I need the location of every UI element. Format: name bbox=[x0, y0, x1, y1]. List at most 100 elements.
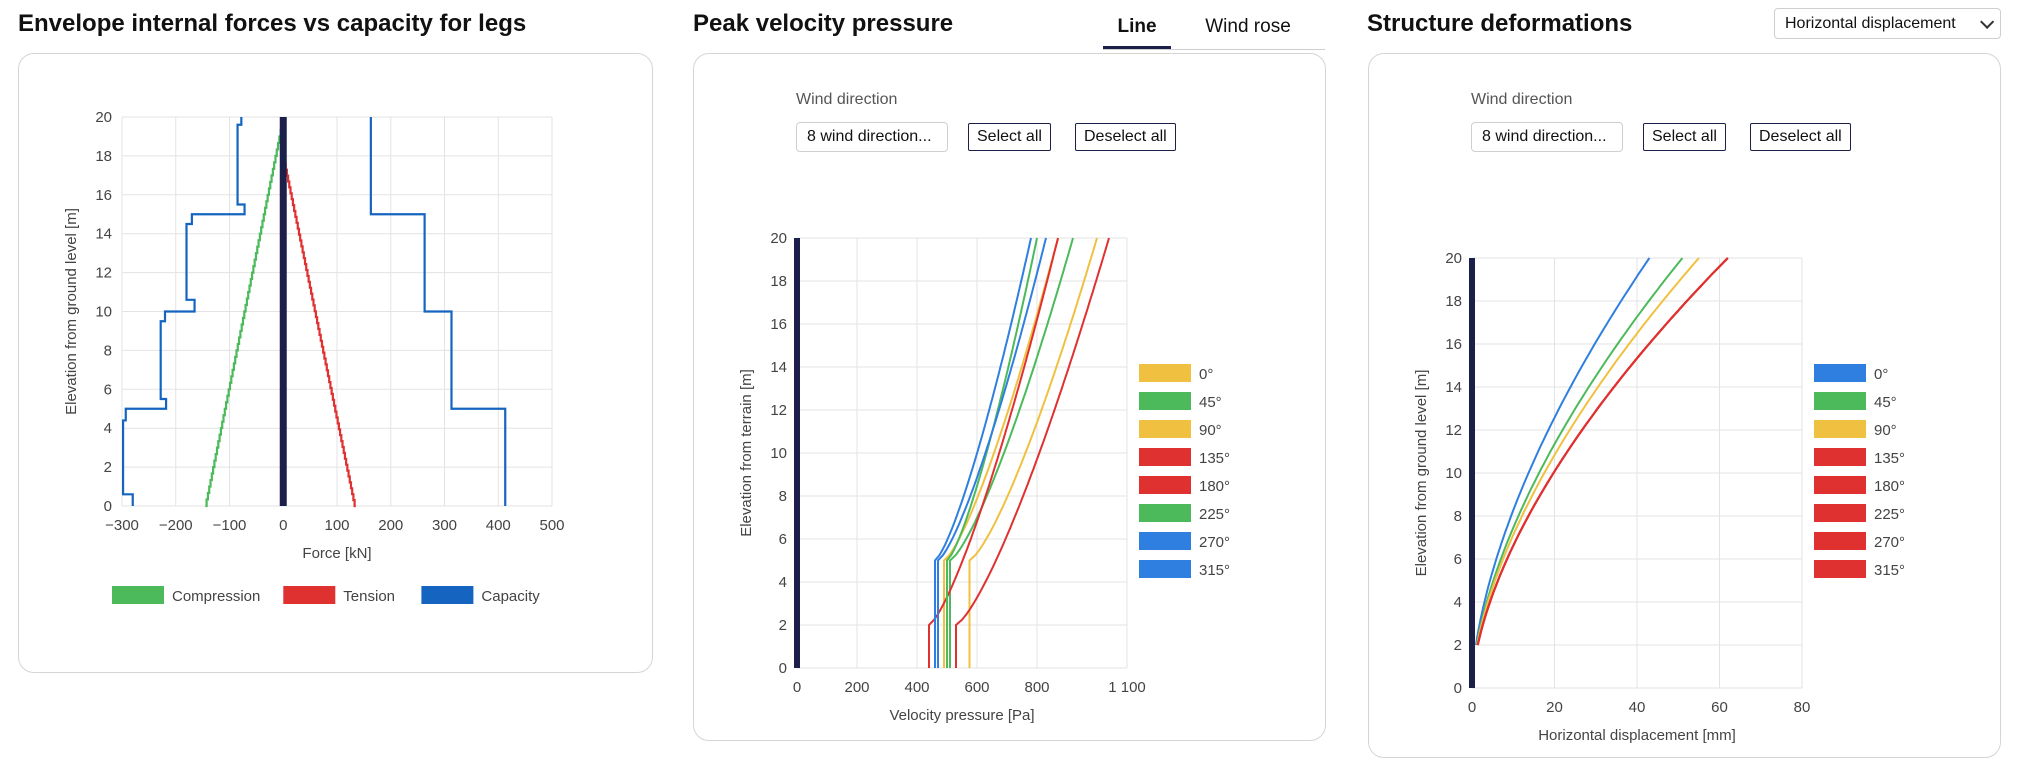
series-line-225deg bbox=[946, 237, 1038, 668]
tab-line[interactable]: Line bbox=[1103, 6, 1171, 49]
legend-swatch bbox=[421, 586, 474, 604]
legend-label: 225° bbox=[1199, 506, 1230, 523]
forces-chart-card: 0 2 4 6 8 10 12 14 16 18 20 −300 −200 −100 0 100 200 300 4… bbox=[18, 53, 653, 673]
deform-chart-card: Wind direction 8 wind direction... Selec… bbox=[1368, 53, 2001, 758]
y-tick-label: 8 bbox=[1454, 508, 1462, 525]
series-line-270deg bbox=[1476, 257, 1729, 646]
legend-swatch bbox=[1814, 532, 1866, 550]
y-tick-label: 18 bbox=[770, 273, 787, 290]
deselect-all-button[interactable]: Deselect all bbox=[1075, 123, 1176, 151]
x-tick-label: −300 bbox=[105, 517, 139, 534]
y-tick-label: 12 bbox=[1445, 422, 1462, 439]
y-tick-label: 14 bbox=[770, 359, 787, 376]
x-tick-label: 500 bbox=[539, 517, 564, 534]
series-line-tension bbox=[282, 152, 356, 508]
legend-label: 90° bbox=[1199, 422, 1222, 439]
result-type-dropdown[interactable]: Horizontal displacement bbox=[1774, 8, 2001, 39]
x-axis-title: Force [kN] bbox=[302, 545, 371, 562]
series-line-225deg bbox=[1476, 257, 1729, 646]
y-tick-label: 18 bbox=[95, 148, 112, 165]
y-tick-label: 10 bbox=[770, 445, 787, 462]
deformation-chart: 0 2 4 6 8 10 12 14 16 18 20 0 20 40 60 80 Horizontal dis… bbox=[1413, 250, 1905, 744]
forces-chart: 0 2 4 6 8 10 12 14 16 18 20 −300 −200 −100 0 100 200 300 4… bbox=[63, 109, 565, 605]
y-tick-label: 20 bbox=[95, 109, 112, 126]
select-all-button-2[interactable]: Select all bbox=[1643, 123, 1726, 151]
wind-direction-select-2[interactable]: 8 wind direction... bbox=[1471, 122, 1623, 152]
legend-swatch bbox=[1139, 504, 1191, 522]
legend-swatch bbox=[1139, 532, 1191, 550]
legend-label: 270° bbox=[1199, 534, 1230, 551]
x-tick-label: 1 100 bbox=[1108, 679, 1146, 696]
legend-swatch bbox=[1814, 504, 1866, 522]
y-tick-label: 16 bbox=[95, 187, 112, 204]
series-line-capacity-right bbox=[369, 117, 507, 506]
select-all-button[interactable]: Select all bbox=[968, 123, 1051, 151]
series-line-90deg bbox=[1476, 257, 1700, 646]
deform-panel-title: Structure deformations bbox=[1367, 10, 1633, 37]
legend-swatch bbox=[1139, 392, 1191, 410]
legend-label: 135° bbox=[1874, 450, 1905, 467]
y-axis-title: Elevation from ground level [m] bbox=[1413, 370, 1430, 577]
x-tick-label: 400 bbox=[904, 679, 929, 696]
y-tick-label: 4 bbox=[1454, 594, 1462, 611]
legend-swatch bbox=[1139, 420, 1191, 438]
series-line-45deg bbox=[1475, 257, 1684, 646]
legend-swatch bbox=[1139, 476, 1191, 494]
legend-label: Capacity bbox=[481, 588, 540, 605]
x-tick-label: 20 bbox=[1546, 699, 1563, 716]
y-tick-label: 6 bbox=[104, 381, 112, 398]
legend-label: 0° bbox=[1199, 366, 1213, 383]
tab-wind-rose[interactable]: Wind rose bbox=[1205, 16, 1291, 37]
legend-swatch bbox=[1139, 364, 1191, 382]
y-tick-label: 20 bbox=[1445, 250, 1462, 267]
x-tick-label: 800 bbox=[1024, 679, 1049, 696]
y-tick-label: 16 bbox=[1445, 336, 1462, 353]
wind-direction-label-2: Wind direction bbox=[1471, 91, 1573, 108]
y-axis-title: Elevation from ground level [m] bbox=[63, 208, 80, 415]
deselect-all-button-2[interactable]: Deselect all bbox=[1750, 123, 1851, 151]
y-tick-label: 16 bbox=[770, 316, 787, 333]
legend-swatch bbox=[1814, 392, 1866, 410]
legend-label: Tension bbox=[343, 588, 395, 605]
legend-label: 180° bbox=[1874, 478, 1905, 495]
result-type-value: Horizontal displacement bbox=[1785, 14, 1956, 32]
y-tick-label: 2 bbox=[104, 459, 112, 476]
legend-label: Compression bbox=[172, 588, 260, 605]
wind-direction-select[interactable]: 8 wind direction... bbox=[796, 122, 948, 152]
wind-view-tabs: Line Wind rose bbox=[1103, 6, 1325, 50]
structure-bar bbox=[1469, 258, 1475, 688]
y-tick-label: 8 bbox=[104, 342, 112, 359]
legend-label: 45° bbox=[1199, 394, 1222, 411]
y-tick-label: 6 bbox=[779, 531, 787, 548]
y-tick-label: 2 bbox=[779, 617, 787, 634]
x-tick-label: 60 bbox=[1711, 699, 1728, 716]
x-tick-label: 200 bbox=[844, 679, 869, 696]
structure-bar bbox=[279, 117, 287, 506]
y-tick-label: 0 bbox=[104, 498, 112, 515]
series-line-135deg bbox=[1476, 257, 1729, 646]
legend-swatch bbox=[112, 586, 164, 604]
y-tick-label: 4 bbox=[104, 420, 112, 437]
y-tick-label: 8 bbox=[779, 488, 787, 505]
y-tick-label: 0 bbox=[1454, 680, 1462, 697]
x-tick-label: 0 bbox=[279, 517, 287, 534]
x-tick-label: 0 bbox=[793, 679, 801, 696]
legend-label: 315° bbox=[1199, 562, 1230, 579]
series-line-270deg bbox=[934, 237, 1032, 668]
series-line-135deg bbox=[928, 237, 1059, 668]
series-line-0deg bbox=[1475, 257, 1651, 646]
series-line-capacity bbox=[121, 117, 246, 506]
y-tick-label: 14 bbox=[95, 226, 112, 243]
legend-swatch bbox=[1814, 560, 1866, 578]
x-tick-label: −100 bbox=[213, 517, 247, 534]
x-tick-label: 40 bbox=[1629, 699, 1646, 716]
y-tick-label: 20 bbox=[770, 230, 787, 247]
forces-panel-title: Envelope internal forces vs capacity for… bbox=[18, 10, 527, 37]
legend-label: 270° bbox=[1874, 534, 1905, 551]
legend-label: 315° bbox=[1874, 562, 1905, 579]
y-tick-label: 10 bbox=[95, 304, 112, 321]
x-tick-label: 400 bbox=[486, 517, 511, 534]
legend-label: 45° bbox=[1874, 394, 1897, 411]
series-line-compression bbox=[205, 117, 285, 508]
